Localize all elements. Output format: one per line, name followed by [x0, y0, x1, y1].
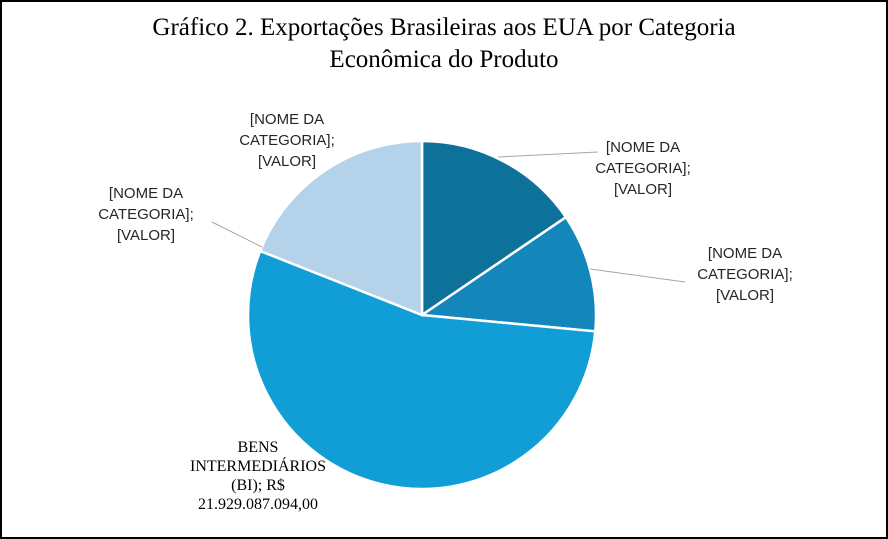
data-label-4-line-1: [NOME DA [109, 185, 183, 202]
leader-line-4 [211, 221, 263, 248]
pie-slice-2 [418, 215, 598, 333]
pie-slice-4 [258, 139, 424, 317]
data-label-2-line-1: [NOME DA [708, 245, 782, 262]
data-label-1: [NOME DA CATEGORIA]; [VALOR] [595, 139, 691, 198]
leader-line-1 [497, 151, 599, 158]
data-labels: [NOME DA CATEGORIA]; [VALOR] [NOME DA CATEGO… [98, 111, 793, 513]
data-label-2-line-2: CATEGORIA]; [697, 266, 793, 283]
pie-slice-1 [420, 139, 568, 318]
data-label-4-upper-line-3: [VALOR] [258, 153, 316, 170]
data-label-4-line-3: [VALOR] [117, 227, 175, 244]
data-label-3-line-2: INTERMEDIÁRIOS [190, 456, 326, 475]
data-label-4: [NOME DA CATEGORIA]; [VALOR] [98, 185, 194, 244]
data-label-1-line-3: [VALOR] [614, 181, 672, 198]
data-label-4-upper-line-2: CATEGORIA]; [239, 132, 335, 149]
data-label-1-line-2: CATEGORIA]; [595, 160, 691, 177]
data-label-4-line-2: CATEGORIA]; [98, 206, 194, 223]
data-label-3: BENS INTERMEDIÁRIOS (BI); R$ 21.929.087.094… [190, 439, 326, 513]
data-label-4-upper: [NOME DA CATEGORIA]; [VALOR] [239, 111, 335, 170]
pie-slice-3 [246, 249, 597, 491]
data-label-4-upper-line-1: [NOME DA [250, 111, 324, 128]
data-label-3-line-3: (BI); R$ [231, 477, 285, 494]
data-label-1-line-1: [NOME DA [606, 139, 680, 156]
pie-slices [246, 139, 598, 491]
leader-lines [211, 151, 686, 283]
leader-line-2 [589, 268, 686, 283]
data-label-2: [NOME DA CATEGORIA]; [VALOR] [697, 245, 793, 304]
data-label-2-line-3: [VALOR] [716, 287, 774, 304]
chart-title: Gráfico 2. Exportações Brasileiras aos E… [2, 12, 886, 76]
data-label-3-line-4: 21.929.087.094,00 [198, 496, 318, 513]
data-label-3-line-1: BENS [238, 439, 279, 456]
chart-title-line-2: Econômica do Produto [329, 46, 559, 73]
chart-title-line-1: Gráfico 2. Exportações Brasileiras aos E… [152, 14, 736, 41]
